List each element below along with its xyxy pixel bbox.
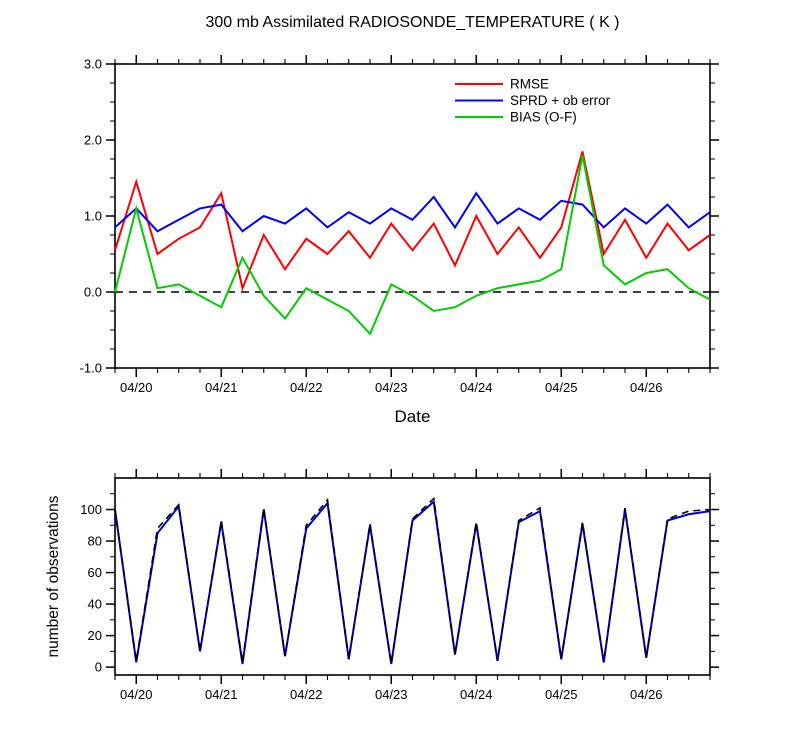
y-tick-label: -1.0 — [80, 361, 102, 376]
y-tick-label: 2.0 — [84, 133, 102, 148]
y-tick-label: 0.0 — [84, 285, 102, 300]
y-tick-label: 1.0 — [84, 209, 102, 224]
x-tick-label: 04/26 — [630, 687, 663, 702]
chart-title: 300 mb Assimilated RADIOSONDE_TEMPERATUR… — [205, 14, 619, 31]
x-axis-title: Date — [395, 407, 431, 426]
y-tick-label: 40 — [88, 597, 102, 612]
x-tick-label: 04/20 — [120, 687, 153, 702]
x-tick-label: 04/24 — [460, 687, 493, 702]
y-tick-label: 3.0 — [84, 57, 102, 72]
x-tick-label: 04/20 — [120, 380, 153, 395]
x-tick-label: 04/21 — [205, 380, 238, 395]
legend-label-sprd-ob-error: SPRD + ob error — [510, 93, 611, 108]
x-axis: 04/20 04/21 04/22 04/23 04/24 04/25 04/26 — [114, 469, 711, 702]
y-axis: 0 20 40 60 80 100 — [80, 493, 719, 675]
x-tick-label: 04/24 — [460, 380, 493, 395]
y-tick-label: 60 — [88, 565, 102, 580]
line-rmse — [114, 151, 711, 292]
x-tick-label: 04/25 — [545, 687, 578, 702]
line-number-of-observations — [114, 499, 711, 665]
x-tick-label: 04/22 — [290, 687, 323, 702]
y-tick-label: 20 — [88, 628, 102, 643]
panel-1: 300 mb Assimilated RADIOSONDE_TEMPERATUR… — [80, 14, 719, 426]
x-tick-label: 04/25 — [545, 380, 578, 395]
plot-frame — [114, 477, 711, 676]
legend-label-bias-o-f: BIAS (O-F) — [510, 110, 577, 125]
x-tick-label: 04/22 — [290, 380, 323, 395]
line-sprd-ob-error — [114, 191, 711, 233]
y-axis: -1.0 0.0 1.0 2.0 3.0 — [80, 57, 719, 376]
y-tick-label: 100 — [80, 502, 102, 517]
y-tick-label: 0 — [95, 660, 102, 675]
x-tick-label: 04/26 — [630, 380, 663, 395]
x-axis: 04/20 04/21 04/22 04/23 04/24 04/25 04/26 — [114, 55, 711, 395]
legend-label-rmse: RMSE — [510, 77, 549, 92]
y-axis-title: number of observations — [45, 495, 62, 657]
y-tick-label: 80 — [88, 534, 102, 549]
line-bias-o-f — [114, 155, 711, 336]
x-tick-label: 04/23 — [375, 380, 408, 395]
x-tick-label: 04/21 — [205, 687, 238, 702]
x-tick-label: 04/23 — [375, 687, 408, 702]
line-number-of-observations-dashed — [114, 496, 711, 665]
panel-2: 04/20 04/21 04/22 04/23 04/24 04/25 04/26 0 20 40… — [45, 469, 719, 702]
plot-frame — [114, 63, 711, 369]
